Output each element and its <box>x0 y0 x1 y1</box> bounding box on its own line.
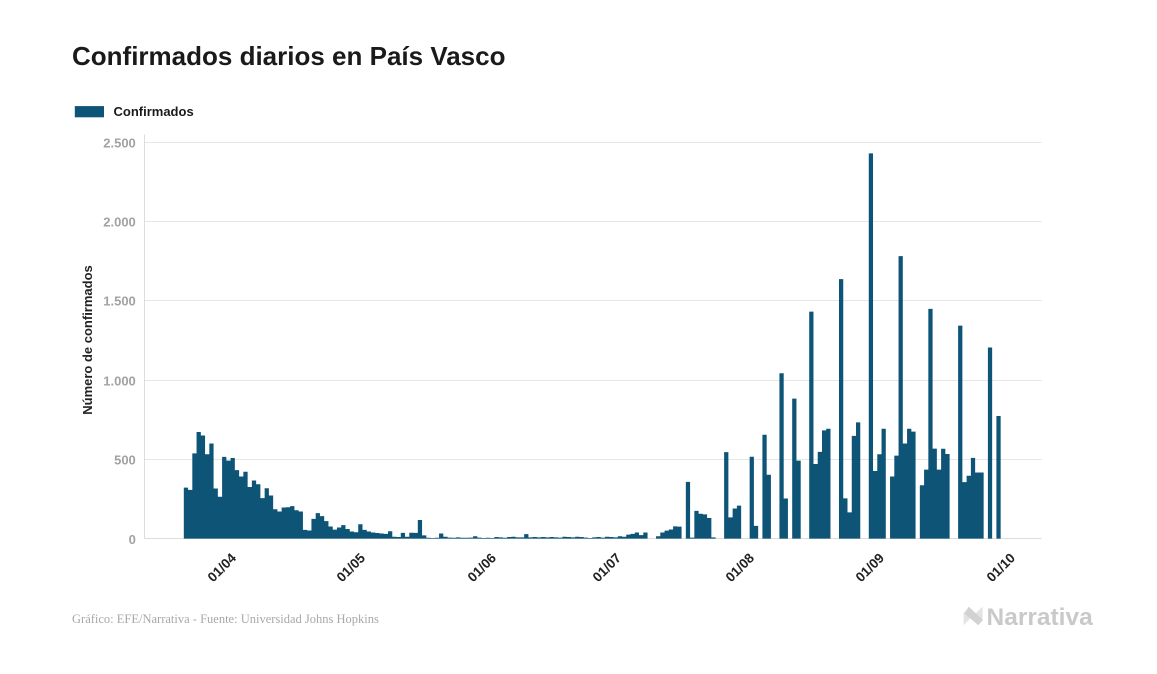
svg-text:Gráfico: EFE/Narrativa - Fuent: Gráfico: EFE/Narrativa - Fuente: Univers… <box>72 612 379 626</box>
svg-text:0: 0 <box>129 532 136 547</box>
svg-text:Narrativa: Narrativa <box>987 604 1094 631</box>
svg-text:2.000: 2.000 <box>103 215 136 230</box>
svg-text:500: 500 <box>114 453 136 468</box>
svg-text:Número de confirmados: Número de confirmados <box>80 265 95 415</box>
svg-text:Confirmados diarios en País Va: Confirmados diarios en País Vasco <box>72 41 505 71</box>
svg-text:Confirmados: Confirmados <box>114 104 194 119</box>
svg-text:1.500: 1.500 <box>103 294 136 309</box>
svg-text:2.500: 2.500 <box>103 136 136 151</box>
svg-text:1.000: 1.000 <box>103 374 136 389</box>
